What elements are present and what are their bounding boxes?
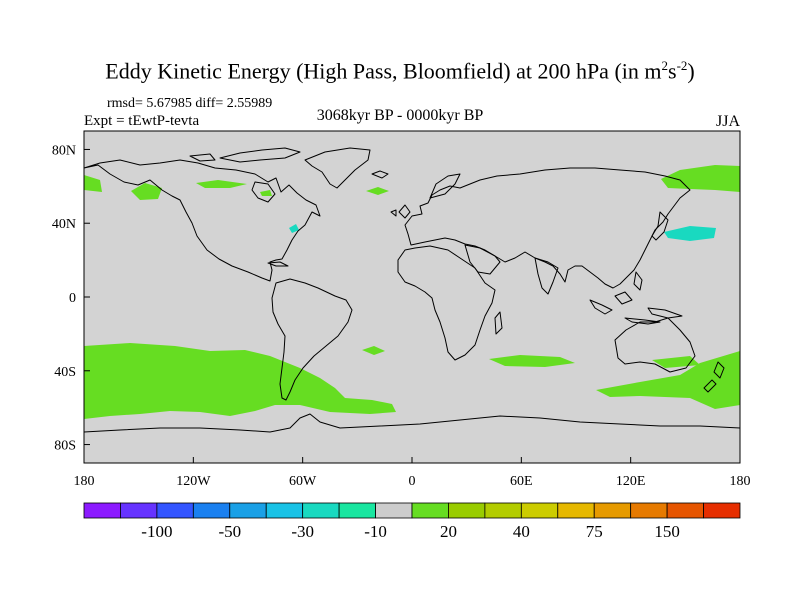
negative-anomaly-gulf-stream bbox=[289, 224, 299, 233]
colorbar-box bbox=[156, 502, 194, 519]
coastline-arabia bbox=[464, 244, 501, 275]
colorbar: -100 -50 -30 -10 20 40 75 150 bbox=[83, 502, 741, 541]
x-tick-label: 120E bbox=[616, 474, 646, 489]
map-title: Eddy Kinetic Energy (High Pass, Bloomfie… bbox=[105, 58, 695, 84]
x-tick-label: 180 bbox=[74, 474, 95, 489]
colorbar-label: 75 bbox=[586, 522, 603, 541]
colorbar-label: 150 bbox=[654, 522, 680, 541]
season-label: JJA bbox=[716, 113, 741, 130]
colorbar-box bbox=[338, 502, 376, 519]
colorbar-box bbox=[302, 502, 340, 519]
positive-anomaly-south-indian-east bbox=[596, 351, 740, 409]
colorbar-box bbox=[229, 502, 267, 519]
coastline-cuba bbox=[267, 261, 289, 267]
y-tick-label: 80N bbox=[52, 143, 76, 158]
colorbar-box bbox=[630, 502, 668, 519]
coastline-madagascar bbox=[494, 311, 503, 335]
period-label: 3068kyr BP - 0000kyr BP bbox=[316, 107, 484, 124]
colorbar-box bbox=[666, 502, 704, 519]
colorbar-label: -100 bbox=[141, 522, 172, 541]
negative-anomaly-kuroshio bbox=[664, 226, 716, 241]
coastline-india bbox=[534, 257, 559, 295]
colorbar-box bbox=[448, 502, 486, 519]
coastline-iceland bbox=[371, 170, 389, 179]
experiment-label: Expt = tEwtP-tevta bbox=[84, 113, 200, 129]
colorbar-box bbox=[703, 502, 741, 519]
coastline-arctic-islands bbox=[189, 147, 301, 163]
y-tick-label: 40N bbox=[52, 217, 76, 232]
colorbar-label: -30 bbox=[291, 522, 314, 541]
coastline-japan bbox=[651, 211, 669, 241]
y-tick-label: 0 bbox=[69, 291, 76, 306]
coastline-new-guinea bbox=[647, 307, 683, 319]
positive-anomaly-south-pacific bbox=[84, 343, 396, 419]
colorbar-label: -10 bbox=[364, 522, 387, 541]
positive-anomaly-north-pacific bbox=[661, 165, 740, 192]
colorbar-box bbox=[484, 502, 522, 519]
colorbar-box bbox=[192, 502, 231, 519]
coastline-greenland bbox=[304, 147, 371, 189]
positive-anomaly-hudson bbox=[260, 190, 272, 196]
colorbar-box bbox=[120, 502, 158, 519]
y-tick-label: 40S bbox=[54, 365, 76, 380]
x-tick-label: 60E bbox=[510, 474, 533, 489]
coastline-north-america bbox=[83, 159, 321, 282]
coastline-philippines bbox=[633, 271, 643, 291]
colorbar-label: 40 bbox=[513, 522, 530, 541]
colorbar-box bbox=[265, 502, 304, 519]
coastline-africa bbox=[397, 245, 496, 361]
positive-anomaly-north-atlantic bbox=[366, 187, 389, 195]
coastline-indonesia bbox=[589, 291, 661, 325]
coastline-europe-asia bbox=[404, 167, 691, 289]
coastline-scandinavia bbox=[429, 173, 461, 199]
coastline-south-america bbox=[271, 278, 353, 401]
coastline-new-zealand bbox=[703, 361, 725, 393]
positive-anomaly-alaska-gulf bbox=[131, 183, 162, 200]
stats-text: rmsd= 5.67985 diff= 2.55989 bbox=[107, 96, 273, 111]
map-background bbox=[84, 131, 740, 463]
anomaly-fields bbox=[84, 165, 740, 419]
colorbar-box bbox=[375, 502, 413, 519]
coastline-antarctica bbox=[83, 413, 741, 433]
coastline-australia bbox=[614, 317, 696, 373]
colorbar-box bbox=[411, 502, 449, 519]
positive-anomaly-south-atlantic bbox=[362, 346, 385, 355]
positive-anomaly-south-indian bbox=[489, 355, 575, 367]
x-tick-label: 120W bbox=[176, 474, 211, 489]
coastline-britain bbox=[390, 204, 411, 219]
positive-anomaly-alaska-west bbox=[84, 175, 102, 192]
x-tick-label: 0 bbox=[409, 474, 416, 489]
colorbar-box bbox=[557, 502, 595, 519]
y-tick-label: 80S bbox=[54, 439, 76, 454]
coastline-hudson-bay bbox=[251, 181, 276, 203]
x-tick-label: 60W bbox=[289, 474, 317, 489]
positive-anomaly-canada-north bbox=[196, 180, 247, 188]
colorbar-label: 20 bbox=[440, 522, 457, 541]
x-tick-label: 180 bbox=[730, 474, 751, 489]
colorbar-label: -50 bbox=[218, 522, 241, 541]
colorbar-box bbox=[83, 502, 121, 519]
axis-ticks: 80N 40N 0 40S 80S 180 120W 60W 0 60E 120E 180 bbox=[52, 143, 751, 489]
coastlines bbox=[83, 147, 741, 433]
colorbar-box bbox=[593, 502, 632, 519]
colorbar-box bbox=[520, 502, 559, 519]
